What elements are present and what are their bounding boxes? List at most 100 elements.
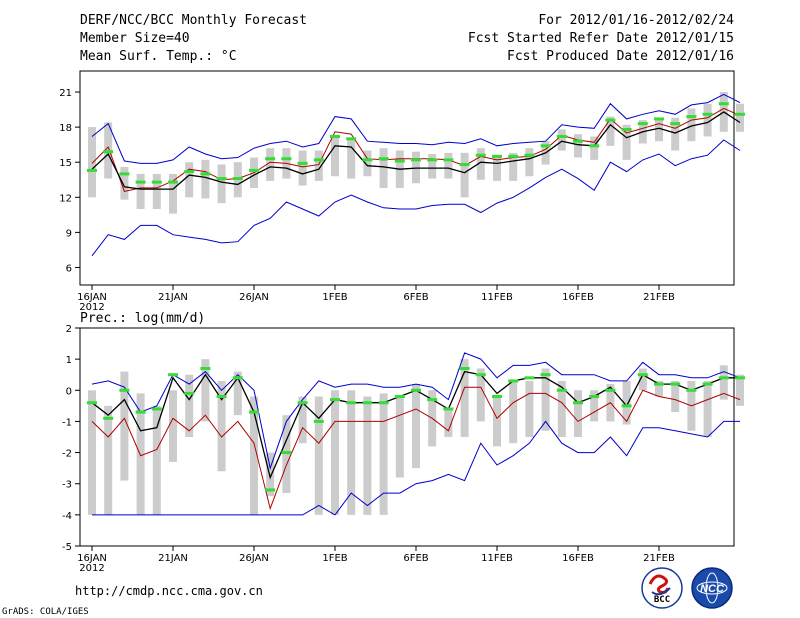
prec-obs-mark	[475, 373, 486, 377]
forecast-period: For 2012/01/16-2012/02/24	[538, 13, 734, 28]
precip-label: Prec.: log(mm/d)	[80, 311, 205, 326]
prec-y-tick-label: 0	[66, 386, 72, 397]
temperature-panel: 6 9 12 15 18 21 16JAN 21JAN 26JAN 1FEB 6FEB 11FEB 16…	[59, 70, 745, 313]
temp-spread-bar	[169, 173, 177, 214]
temp-obs-mark	[330, 134, 340, 138]
temp-obs-mark	[232, 177, 243, 181]
temp-x-tick-label: 16JAN	[77, 292, 107, 303]
temp-obs-mark	[605, 118, 616, 122]
prec-x-tick-label: 21FEB	[643, 553, 675, 564]
prec-spread-bar	[331, 390, 339, 515]
prec-spread-bar	[169, 390, 177, 462]
prec-spread-bar	[233, 371, 242, 416]
prec-spread-bar	[314, 396, 323, 515]
temp-obs-mark	[103, 150, 114, 154]
prec-obs-mark	[151, 407, 162, 411]
prec-max-line	[91, 352, 741, 470]
prec-spread-bar	[363, 396, 372, 515]
prec-x-year-label: 2012	[79, 563, 104, 574]
prec-obs-mark	[718, 376, 729, 380]
temp-obs-mark	[475, 153, 486, 157]
prec-spread-bar	[152, 405, 161, 515]
prec-spread-bar	[703, 380, 712, 437]
bcc-logo: BCC	[641, 567, 683, 609]
temp-spread-bar	[152, 173, 161, 209]
prec-spread-bar	[395, 396, 404, 478]
prec-obs-mark	[87, 401, 97, 405]
temp-obs-mark	[184, 170, 195, 174]
prec-spread-bar	[104, 405, 113, 515]
prec-spread-bar	[719, 365, 728, 400]
temp-y-tick-label: 12	[59, 193, 72, 204]
temp-obs-mark	[702, 112, 713, 116]
prec-x-tick-label: 6FEB	[403, 553, 428, 564]
prec-y-tick-label: -5	[62, 542, 72, 553]
temp-spread-bar	[622, 124, 631, 160]
temp-spread-bar	[217, 164, 226, 204]
prec-x-tick-label: 11FEB	[481, 553, 513, 564]
prec-obs-mark	[686, 388, 697, 392]
prec-obs-mark	[232, 376, 243, 380]
temp-obs-mark	[200, 172, 211, 176]
temp-spread-bar	[363, 150, 372, 177]
prec-obs-mark	[346, 401, 357, 405]
temp-spread-bar	[574, 134, 582, 158]
temp-obs-mark	[637, 122, 648, 126]
prec-mean-line	[91, 386, 741, 511]
ncc-logo: NCC	[691, 567, 733, 609]
temp-x-tick-label: 6FEB	[403, 292, 428, 303]
temp-obs-mark	[540, 144, 551, 148]
temp-obs-mark	[119, 172, 130, 176]
prec-spread-bar	[379, 393, 388, 515]
prec-spread-bar	[217, 380, 226, 472]
temp-min-line	[91, 139, 741, 257]
prec-spread-bar	[185, 374, 194, 437]
prec-x-tick-label: 16FEB	[562, 553, 594, 564]
prec-obs-mark	[297, 401, 308, 405]
prec-spread-bar	[622, 380, 631, 425]
prec-min-line	[92, 420, 740, 516]
prec-obs-mark	[492, 395, 502, 399]
prec-obs-mark	[119, 388, 130, 392]
temp-obs-mark	[297, 161, 308, 165]
prec-spread-bar	[541, 368, 550, 431]
prec-spread-bar	[574, 390, 582, 437]
prec-obs-mark	[249, 410, 259, 414]
prec-obs-mark	[637, 373, 648, 377]
prec-obs-mark	[605, 388, 616, 392]
prec-obs-mark	[556, 388, 567, 392]
temp-obs-mark	[573, 139, 583, 143]
prec-spread-bar	[671, 380, 680, 413]
temp-spread-bar	[687, 108, 696, 142]
prec-y-tick-label: 1	[66, 355, 72, 366]
temp-x-tick-label: 21JAN	[158, 292, 188, 303]
prec-spread-bar	[298, 396, 307, 444]
prec-x-tick-label: 26JAN	[239, 553, 269, 564]
temp-spread-bar	[606, 116, 615, 146]
prec-spread-bar	[347, 390, 356, 515]
prec-spread-bar	[120, 371, 129, 481]
prec-spread-bar	[88, 390, 96, 515]
prec-spread-bar	[638, 368, 647, 391]
temp-obs-mark	[281, 157, 292, 161]
prec-obs-mark	[589, 395, 600, 399]
prec-obs-mark	[330, 398, 340, 402]
temp-spread-bar	[331, 136, 339, 177]
prec-spread-bar	[493, 396, 501, 447]
variable-label: Mean Surf. Temp.: °C	[80, 49, 237, 64]
temp-spread-bar	[136, 173, 145, 209]
prec-obs-mark	[654, 382, 664, 386]
figure-title: DERF/NCC/BCC Monthly Forecast	[80, 13, 307, 28]
prec-spread-bar	[266, 452, 275, 497]
temp-spread-bar	[444, 152, 453, 179]
prec-y-tick-label: -4	[62, 511, 72, 522]
temp-obs-mark	[459, 163, 470, 167]
prec-obs-mark	[200, 366, 211, 370]
temp-x-tick-label: 11FEB	[481, 292, 513, 303]
produced-date: Fcst Produced Date 2012/01/16	[507, 49, 734, 64]
temp-x-tick-label: 21FEB	[643, 292, 675, 303]
temp-obs-mark	[378, 157, 389, 161]
temp-spread-bar	[703, 103, 712, 137]
member-size: Member Size=40	[80, 31, 190, 46]
